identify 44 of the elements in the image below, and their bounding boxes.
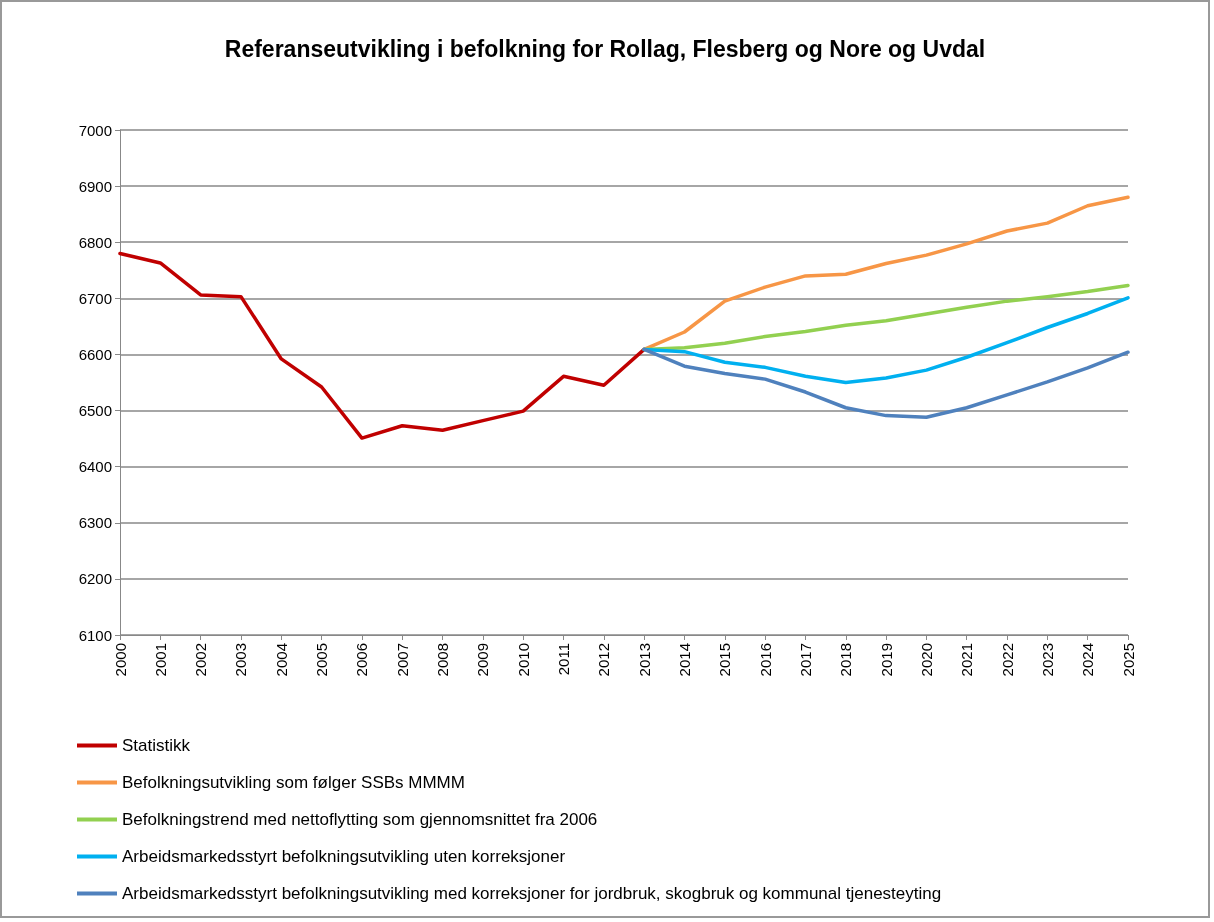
y-tick-label: 6100 [78,626,112,644]
legend-label: Befolkningstrend med nettoflytting som gjennomsnittet fra 2006 [122,810,598,829]
x-tick-label: 2016 [756,643,774,677]
x-tick-label: 2000 [111,643,129,677]
x-tick-label: 2020 [917,643,935,677]
legend-label: Statistikk [122,736,191,755]
x-tick-label: 2024 [1079,643,1097,677]
legend-label: Befolkningsutvikling som følger SSBs MMMM [122,773,465,792]
y-tick-label: 6900 [78,177,112,195]
x-tick-label: 2018 [837,643,855,677]
y-tick-label: 6400 [78,458,112,476]
chart-title: Referanseutvikling i befolkning for Rollag, Flesberg og Nore og Uvdal [224,35,986,62]
y-tick-label: 6500 [78,402,112,420]
x-tick-label: 2008 [434,643,452,677]
x-tick-label: 2005 [313,643,331,677]
x-tick-label: 2010 [514,643,532,677]
x-tick-label: 2002 [192,643,210,677]
y-tick-label: 6200 [78,570,112,588]
x-tick-label: 2015 [716,643,734,677]
x-tick-label: 2006 [353,643,371,677]
legend-label: Arbeidsmarkedsstyrt befolkningsutvikling med korreksjoner for jordbruk, skogbruk og kommunal tjenesteyting [122,884,942,903]
y-tick-label: 6300 [78,514,112,532]
x-tick-label: 2012 [595,643,613,677]
x-tick-label: 2022 [998,643,1016,677]
x-tick-label: 2003 [232,643,250,677]
y-tick-label: 6800 [78,233,112,251]
x-tick-label: 2025 [1119,643,1137,677]
line-series [642,347,1130,420]
x-tick-label: 2023 [1038,643,1056,677]
x-tick-label: 2007 [393,643,411,677]
x-tick-label: 2019 [877,643,895,677]
y-tick-label: 6700 [78,289,112,307]
y-tick-label: 6600 [78,345,112,363]
y-tick-label: 7000 [78,121,112,139]
x-tick-label: 2011 [555,643,573,676]
x-tick-label: 2021 [958,643,976,677]
x-tick-label: 2013 [635,643,653,677]
legend-label: Arbeidsmarkedsstyrt befolkningsutvikling uten korreksjoner [122,847,566,866]
x-tick-label: 2017 [796,643,814,677]
x-tick-label: 2001 [151,643,169,677]
x-tick-label: 2004 [272,643,290,677]
x-tick-label: 2014 [675,643,693,677]
x-tick-label: 2009 [474,643,492,677]
line-series [118,251,646,440]
